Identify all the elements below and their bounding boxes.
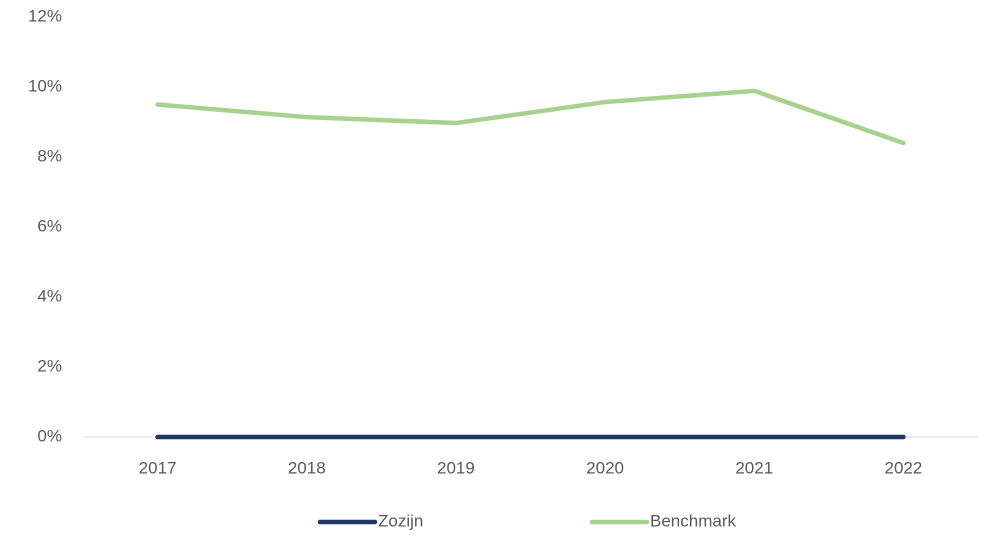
y-tick-label: 12% — [28, 6, 62, 25]
x-tick-label: 2018 — [288, 458, 326, 477]
x-tick-label: 2022 — [885, 458, 923, 477]
x-tick-label: 2017 — [139, 458, 177, 477]
y-tick-label: 4% — [37, 286, 62, 305]
legend-label: Zozijn — [378, 511, 423, 530]
x-tick-label: 2019 — [437, 458, 475, 477]
x-tick-label: 2020 — [586, 458, 624, 477]
series-line — [155, 88, 906, 146]
y-tick-label: 6% — [37, 216, 62, 235]
y-tick-label: 0% — [37, 426, 62, 445]
y-tick-label: 10% — [28, 76, 62, 95]
y-tick-label: 2% — [37, 356, 62, 375]
legend-label: Benchmark — [650, 511, 736, 530]
x-tick-label: 2021 — [735, 458, 773, 477]
y-tick-label: 8% — [37, 146, 62, 165]
